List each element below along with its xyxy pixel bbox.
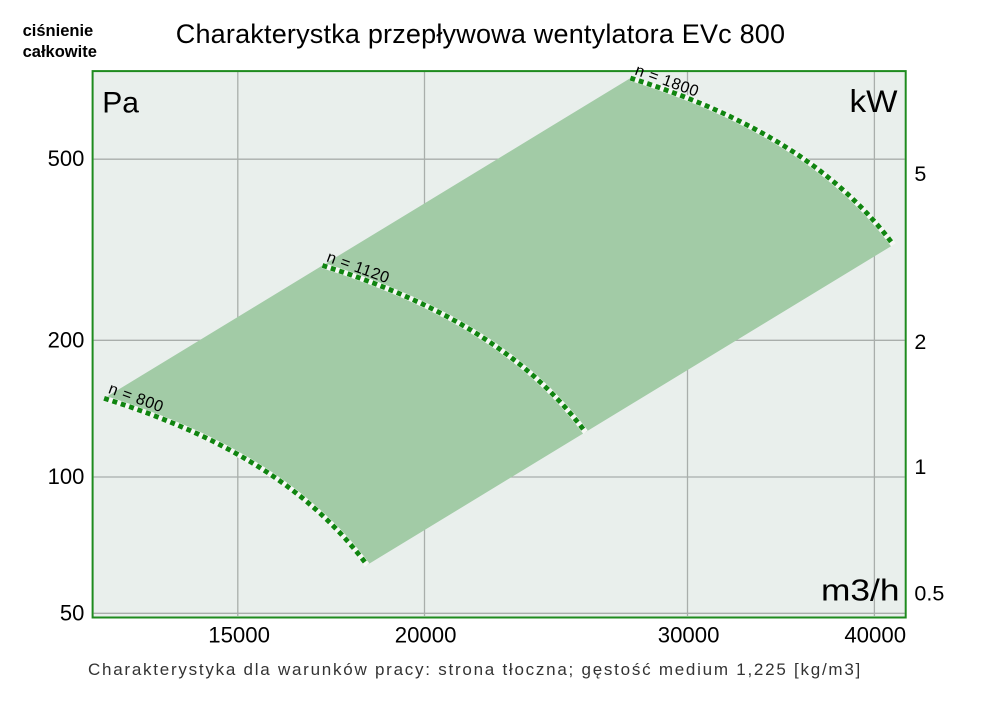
svg-text:40000: 40000 xyxy=(844,622,906,647)
svg-text:Pa: Pa xyxy=(102,87,139,120)
svg-text:1: 1 xyxy=(914,455,926,479)
svg-text:2: 2 xyxy=(914,330,926,354)
svg-text:kW: kW xyxy=(850,83,898,119)
svg-text:200: 200 xyxy=(48,327,85,352)
svg-text:15000: 15000 xyxy=(208,622,270,647)
svg-text:100: 100 xyxy=(48,464,85,489)
svg-text:50: 50 xyxy=(60,600,84,625)
svg-text:0.5: 0.5 xyxy=(914,582,944,606)
svg-text:30000: 30000 xyxy=(658,622,720,647)
svg-text:20000: 20000 xyxy=(395,622,457,647)
svg-text:m3/h: m3/h xyxy=(821,573,900,608)
svg-text:5: 5 xyxy=(914,162,926,186)
svg-text:500: 500 xyxy=(48,146,85,171)
